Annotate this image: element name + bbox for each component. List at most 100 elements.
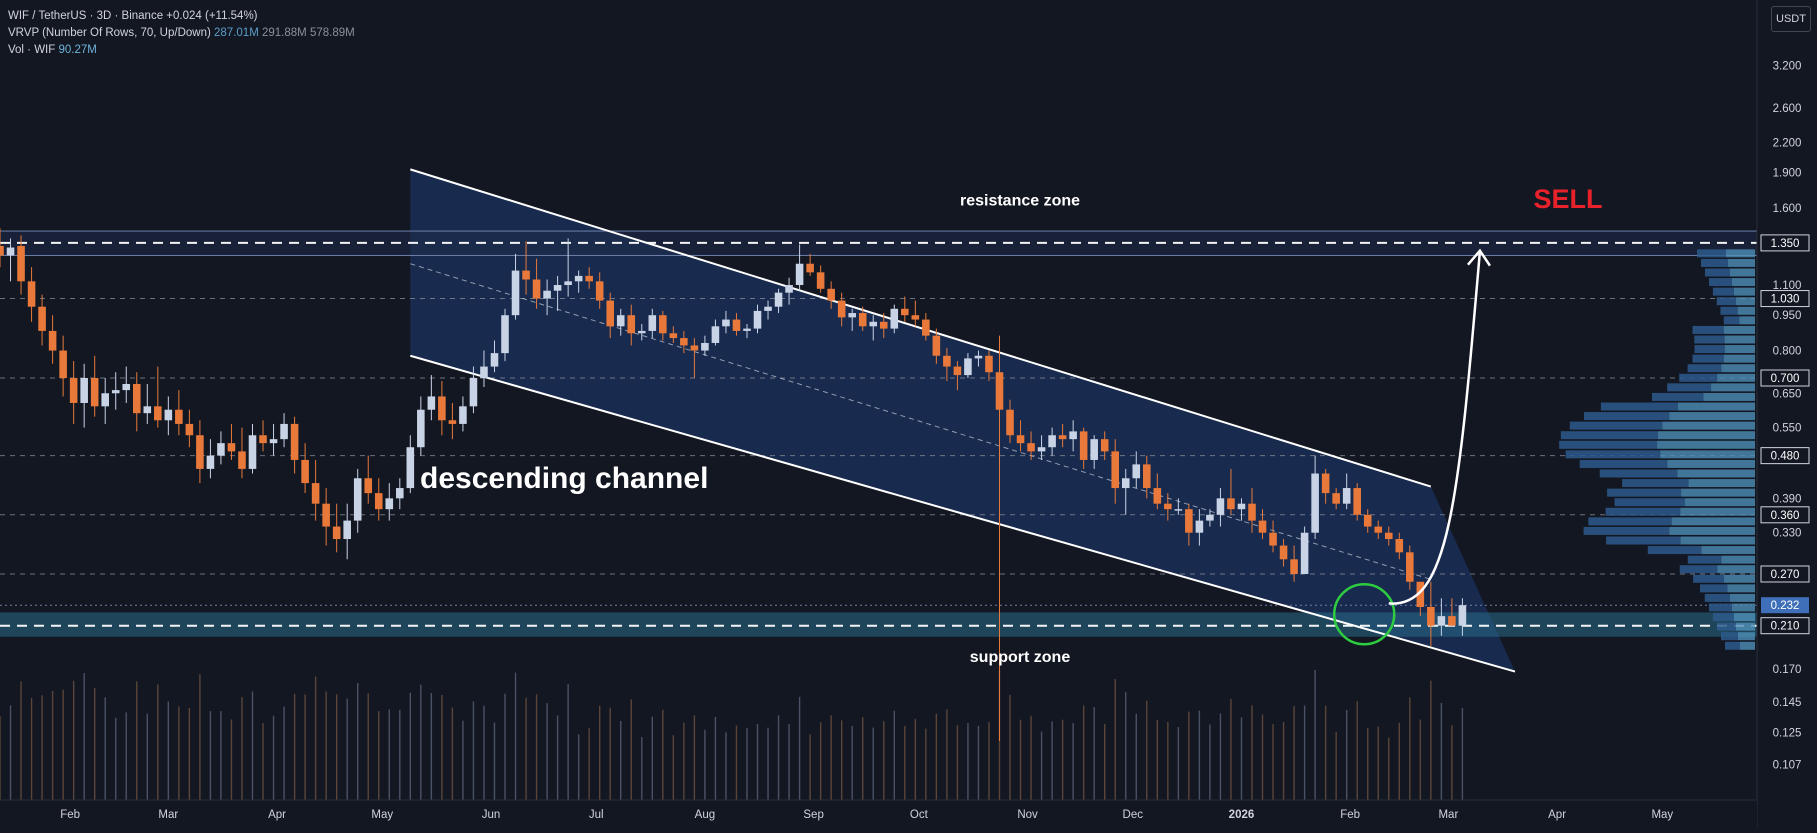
candle-body[interactable]	[785, 285, 793, 293]
candle-body[interactable]	[101, 393, 109, 407]
candle-body[interactable]	[1237, 503, 1246, 510]
candle-body[interactable]	[701, 342, 709, 351]
candle-body[interactable]	[680, 338, 688, 346]
candle-body[interactable]	[80, 378, 88, 403]
candle-body[interactable]	[1458, 605, 1467, 626]
legend-vrvp-label[interactable]: VRVP (Number Of Rows, 70, Up/Down)	[8, 27, 211, 39]
candle-body[interactable]	[606, 300, 615, 327]
candle-body[interactable]	[206, 455, 215, 469]
candle-body[interactable]	[1185, 509, 1193, 533]
candle-body[interactable]	[59, 350, 67, 379]
candle-body[interactable]	[1037, 447, 1046, 452]
candle-body[interactable]	[764, 306, 772, 311]
candle-body[interactable]	[911, 315, 920, 320]
candle-body[interactable]	[501, 315, 509, 354]
candle-body[interactable]	[469, 378, 478, 407]
candle-body[interactable]	[1153, 488, 1162, 504]
candle-body[interactable]	[343, 520, 351, 540]
candle-body[interactable]	[290, 423, 299, 460]
candle-body[interactable]	[185, 423, 194, 436]
candle-body[interactable]	[1332, 493, 1340, 504]
candle-body[interactable]	[1395, 539, 1404, 553]
candle-body[interactable]	[1258, 520, 1267, 533]
projection-arrow[interactable]	[1388, 250, 1482, 605]
candle-body[interactable]	[490, 353, 499, 367]
candle-body[interactable]	[953, 366, 962, 376]
candle-body[interactable]	[1090, 439, 1098, 460]
candle-body[interactable]	[522, 270, 530, 280]
candle-body[interactable]	[48, 330, 57, 351]
candle-body[interactable]	[1027, 443, 1035, 452]
channel-lower-line[interactable]	[410, 354, 1516, 673]
channel-upper-line[interactable]	[410, 168, 1432, 488]
candle-body[interactable]	[1290, 559, 1298, 574]
candle-body[interactable]	[1311, 473, 1319, 533]
candle-body[interactable]	[753, 310, 762, 329]
candle-body[interactable]	[1079, 431, 1088, 460]
candle-body[interactable]	[901, 308, 909, 316]
candle-body[interactable]	[637, 330, 646, 334]
candle-body[interactable]	[585, 275, 593, 282]
candle-body[interactable]	[322, 503, 330, 527]
candle-body[interactable]	[69, 378, 78, 403]
candle-body[interactable]	[175, 409, 183, 424]
candle-body[interactable]	[259, 435, 267, 444]
candle-body[interactable]	[1048, 435, 1056, 448]
candle-body[interactable]	[532, 279, 541, 299]
candle-body[interactable]	[848, 313, 856, 318]
candle-body[interactable]	[922, 319, 930, 336]
candle-body[interactable]	[480, 366, 488, 379]
candle-body[interactable]	[669, 333, 678, 339]
candle-body[interactable]	[879, 321, 888, 329]
candle-body[interactable]	[1206, 514, 1214, 521]
candle-body[interactable]	[238, 451, 246, 469]
candle-body[interactable]	[1164, 503, 1172, 510]
candle-body[interactable]	[858, 313, 867, 327]
candle-body[interactable]	[774, 292, 783, 307]
candle-body[interactable]	[227, 443, 236, 452]
candle-body[interactable]	[1374, 526, 1383, 533]
candle-body[interactable]	[1321, 473, 1330, 494]
candle-body[interactable]	[269, 439, 278, 444]
candle-body[interactable]	[396, 488, 404, 499]
candle-body[interactable]	[111, 390, 120, 394]
candle-body[interactable]	[353, 478, 362, 521]
candle-body[interactable]	[1279, 545, 1288, 560]
candle-body[interactable]	[1195, 520, 1204, 533]
candle-body[interactable]	[1111, 451, 1120, 489]
candle-body[interactable]	[995, 372, 1004, 410]
candle-body[interactable]	[1300, 532, 1309, 574]
candle-body[interactable]	[1142, 464, 1151, 489]
candle-body[interactable]	[659, 315, 667, 334]
candle-body[interactable]	[1100, 439, 1109, 452]
candle-body[interactable]	[1248, 503, 1256, 521]
candle-body[interactable]	[1384, 532, 1393, 540]
candle-body[interactable]	[427, 396, 436, 410]
candle-body[interactable]	[722, 319, 730, 327]
candle-body[interactable]	[1437, 616, 1446, 626]
candle-body[interactable]	[1353, 488, 1361, 515]
candle-body[interactable]	[38, 306, 46, 331]
candle-body[interactable]	[248, 435, 257, 469]
candle-body[interactable]	[1174, 509, 1183, 511]
candle-body[interactable]	[1216, 498, 1225, 515]
candle-body[interactable]	[143, 406, 152, 414]
candle-body[interactable]	[406, 447, 415, 489]
candle-body[interactable]	[943, 355, 951, 367]
currency-badge[interactable]: USDT	[1771, 6, 1811, 32]
candle-body[interactable]	[1227, 498, 1235, 510]
candle-body[interactable]	[332, 526, 341, 540]
candle-body[interactable]	[743, 328, 751, 331]
candle-body[interactable]	[964, 358, 972, 376]
candle-body[interactable]	[806, 263, 814, 273]
candle-body[interactable]	[1448, 616, 1456, 626]
candle-body[interactable]	[1132, 464, 1141, 479]
candle-body[interactable]	[6, 247, 15, 256]
candle-body[interactable]	[1058, 435, 1067, 440]
candle-body[interactable]	[827, 288, 835, 301]
candle-body[interactable]	[1006, 409, 1014, 436]
candle-body[interactable]	[311, 483, 320, 504]
candle-body[interactable]	[543, 290, 551, 299]
candle-body[interactable]	[574, 275, 583, 282]
